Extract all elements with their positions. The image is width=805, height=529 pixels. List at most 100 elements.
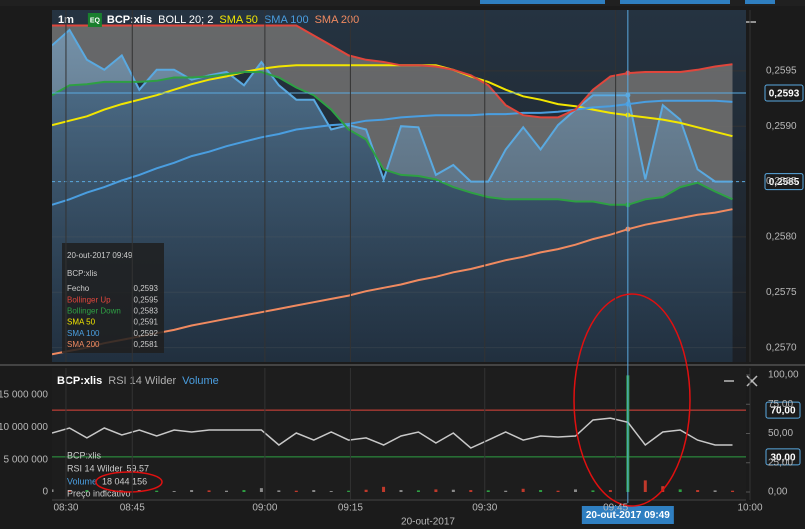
volume-bar bbox=[52, 489, 54, 492]
volume-bar bbox=[574, 489, 577, 492]
volume-bar bbox=[591, 490, 595, 492]
tooltip-label: SMA 100 bbox=[67, 329, 100, 338]
volume-bar bbox=[242, 490, 246, 492]
y-tick-label: 15 000 000 bbox=[0, 390, 48, 401]
y-tick-label: 5 000 000 bbox=[4, 454, 49, 465]
readout-label: Volume bbox=[67, 476, 97, 486]
badge-label: EQ bbox=[90, 17, 101, 24]
volume-bar bbox=[713, 490, 717, 492]
badge bbox=[87, 13, 102, 27]
x-tick-label: 08:30 bbox=[53, 503, 78, 514]
tooltip-label: SMA 200 bbox=[67, 340, 100, 349]
y-tick-label: 0,2590 bbox=[766, 121, 797, 132]
toolbar-button[interactable] bbox=[480, 0, 605, 4]
close-button[interactable] bbox=[746, 375, 758, 387]
volume-bar bbox=[347, 490, 351, 492]
tooltip-label: SMA 50 bbox=[67, 318, 96, 327]
lower-series bbox=[52, 375, 746, 492]
volume-bar bbox=[382, 486, 386, 492]
y-tick-label: 0,2595 bbox=[766, 66, 797, 77]
cursor-label-box bbox=[581, 506, 674, 524]
bollinger-upper bbox=[52, 24, 733, 119]
x-tick-label: 08:45 bbox=[120, 503, 145, 514]
x-tick-label: 09:00 bbox=[252, 503, 277, 514]
volume-bar bbox=[486, 490, 490, 492]
price-tag bbox=[764, 84, 804, 102]
volume-bar bbox=[277, 490, 281, 492]
volume-bar bbox=[678, 489, 682, 492]
legend-entry: BOLL 20; 2 bbox=[158, 14, 213, 26]
y2-tick-label: 25,00 bbox=[768, 457, 793, 468]
rsi-line bbox=[52, 417, 733, 449]
legend-symbol: BCP:xlis bbox=[57, 375, 102, 387]
y2-tick-label: 50,00 bbox=[768, 428, 793, 439]
tooltip-value: 0,2592 bbox=[134, 329, 159, 338]
readout-value: 59,57 bbox=[127, 463, 150, 473]
x-tick-label: 09:30 bbox=[472, 503, 497, 514]
volume-bar bbox=[225, 490, 228, 492]
volume-bar bbox=[556, 490, 560, 492]
readout-label: RSI 14 Wilder bbox=[67, 463, 123, 473]
close-area bbox=[52, 29, 733, 362]
y2-tick-label: 100,00 bbox=[768, 370, 799, 381]
legend-entry: Volume bbox=[182, 375, 219, 387]
y-tick-label: 0,2570 bbox=[766, 342, 797, 353]
toolbar bbox=[0, 0, 805, 6]
tooltip-box bbox=[62, 243, 164, 353]
price-tag-label: 0,2585 bbox=[769, 177, 800, 188]
level-tag bbox=[765, 448, 801, 466]
tooltip-title: 20-out-2017 09:49 bbox=[67, 251, 133, 260]
y-tick-label: 0 bbox=[42, 487, 48, 498]
volume-bar bbox=[190, 490, 194, 492]
sma-line bbox=[52, 64, 733, 138]
sma-line bbox=[52, 99, 733, 206]
volume-bar bbox=[469, 490, 473, 492]
legend-entry: SMA 100 bbox=[264, 14, 309, 26]
volume-bar bbox=[608, 490, 612, 492]
volume-bar bbox=[155, 490, 159, 492]
cursor-label: 20-out-2017 09:49 bbox=[586, 510, 670, 521]
volume-bar bbox=[172, 491, 176, 492]
readout-note: Preço indicativo bbox=[67, 488, 131, 498]
y2-tick-label: 0,00 bbox=[768, 487, 788, 498]
volume-bar bbox=[539, 490, 543, 492]
legend-entry: RSI 14 Wilder bbox=[108, 375, 176, 387]
annotation-ellipse bbox=[573, 293, 691, 507]
toolbar-button[interactable] bbox=[745, 0, 775, 4]
y-tick-label: 0,2580 bbox=[766, 232, 797, 243]
main-series bbox=[52, 24, 746, 362]
volume-bar bbox=[329, 491, 333, 492]
sma-line bbox=[52, 208, 733, 356]
toolbar-button[interactable] bbox=[620, 0, 730, 4]
volume-bar bbox=[399, 490, 403, 492]
y-tick-label: 0,2585 bbox=[766, 176, 797, 187]
tooltip-value: 0,2591 bbox=[134, 318, 159, 327]
volume-bar bbox=[504, 490, 508, 492]
volume-bar bbox=[294, 490, 298, 492]
lower-plot bbox=[52, 368, 746, 500]
level-tag bbox=[765, 401, 801, 419]
legend-entry: SMA 50 bbox=[219, 14, 258, 26]
legend-entry: SMA 200 bbox=[315, 14, 360, 26]
annotation-ellipse bbox=[95, 471, 163, 493]
y-tick-label: 10 000 000 bbox=[0, 422, 48, 433]
tooltip-label: Fecho bbox=[67, 284, 90, 293]
x-tick-label: 09:15 bbox=[338, 503, 363, 514]
price-tag-label: 0,2593 bbox=[769, 89, 800, 100]
tooltip-label: Bollinger Up bbox=[67, 295, 111, 304]
tooltip-value: 0,2581 bbox=[134, 340, 159, 349]
volume-bar bbox=[259, 488, 263, 492]
volume-bar bbox=[434, 489, 438, 492]
x-tick-label: 10:00 bbox=[737, 503, 762, 514]
volume-bar bbox=[731, 490, 735, 492]
tooltip-value: 0,2593 bbox=[134, 284, 159, 293]
close-line bbox=[52, 28, 733, 183]
y2-tick-label: 75,00 bbox=[768, 399, 793, 410]
readout-symbol: BCP:xlis bbox=[67, 450, 102, 460]
volume-bar bbox=[67, 490, 71, 492]
volume-bar bbox=[643, 480, 647, 492]
volume-bar bbox=[312, 490, 316, 492]
volume-bar bbox=[451, 489, 455, 492]
